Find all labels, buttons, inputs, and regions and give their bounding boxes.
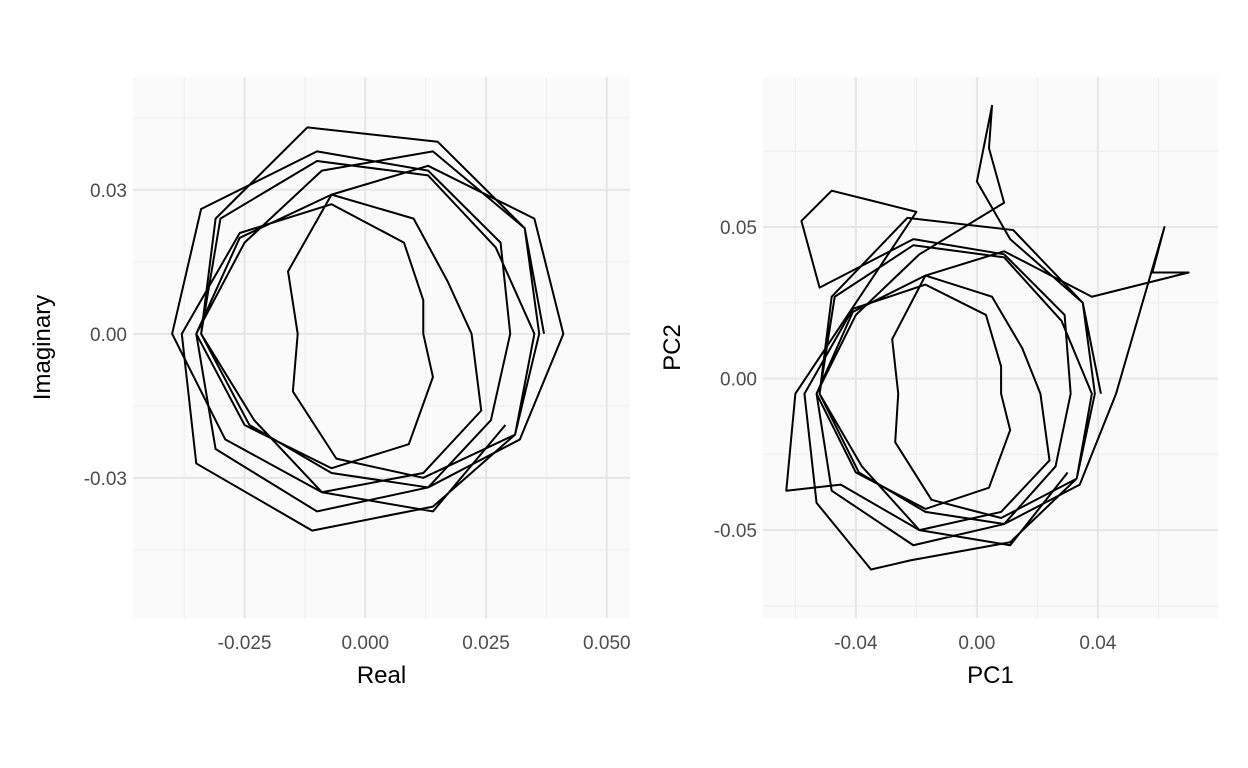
panel: -0.04 0.00 0.04 -0.05 0.00 0.05 PC1 PC2 xyxy=(659,77,1218,689)
y-tick-label: -0.05 xyxy=(714,521,757,542)
x-tick-label: 0.00 xyxy=(958,633,995,654)
x-tick-label: 0.000 xyxy=(342,633,390,654)
x-tick-label: -0.04 xyxy=(834,633,878,654)
y-tick-label: 0.00 xyxy=(720,370,757,391)
x-axis-title: Real xyxy=(357,662,406,689)
trajectory-line xyxy=(171,126,565,532)
y-tick-label: 0.03 xyxy=(90,181,127,202)
trajectory-line xyxy=(785,104,1190,571)
y-tick-label: 0.00 xyxy=(90,325,127,346)
x-tick-label: 0.050 xyxy=(583,633,631,654)
panel-background xyxy=(133,77,630,618)
x-tick-label: 0.04 xyxy=(1079,633,1116,654)
x-axis-title: PC1 xyxy=(967,662,1014,689)
x-tick-label: -0.025 xyxy=(218,633,272,654)
y-tick-label: 0.05 xyxy=(720,218,757,239)
y-tick-label: -0.03 xyxy=(84,469,127,490)
y-axis-title: Imaginary xyxy=(29,295,56,400)
x-tick-label: 0.025 xyxy=(462,633,510,654)
panel: -0.025 0.000 0.025 0.050 -0.03 0.00 0.03 Real Im… xyxy=(29,77,631,689)
y-axis-title: PC2 xyxy=(659,324,686,371)
